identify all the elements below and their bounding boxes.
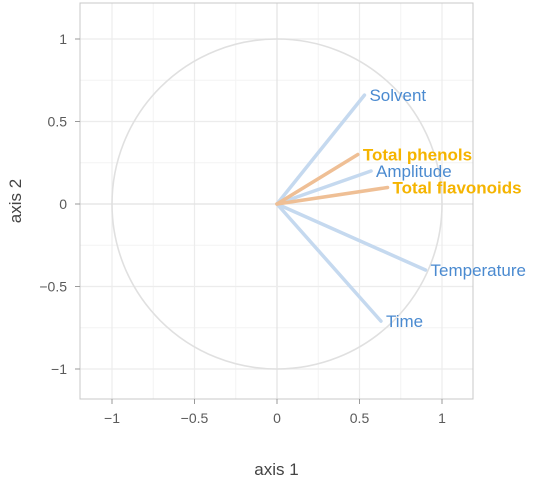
arrow-amplitude bbox=[275, 169, 373, 206]
arrow-total-phenols bbox=[275, 152, 360, 206]
y-tick-label: 1 bbox=[59, 31, 67, 47]
y-tick-label: −0.5 bbox=[39, 279, 67, 295]
y-tick-label: 0.5 bbox=[48, 114, 68, 130]
label-time: Time bbox=[386, 312, 423, 331]
label-amplitude: Amplitude bbox=[376, 162, 452, 181]
unit-circle bbox=[111, 38, 443, 370]
variable-arrows bbox=[275, 93, 428, 323]
arrow-solvent bbox=[275, 93, 367, 206]
label-solvent: Solvent bbox=[369, 86, 426, 105]
y-tick-label: −1 bbox=[51, 361, 67, 377]
label-temperature: Temperature bbox=[431, 261, 526, 280]
variable-labels: Solvent Amplitude Temperature Time Total phe… bbox=[363, 86, 526, 331]
y-axis-title: axis 2 bbox=[6, 179, 25, 223]
x-tick-label: 0 bbox=[273, 410, 281, 426]
x-tick-label: −1 bbox=[104, 410, 120, 426]
label-total-phenols: Total phenols bbox=[363, 146, 472, 165]
label-total-flavonoids: Total flavonoids bbox=[393, 179, 522, 198]
arrow-temperature bbox=[275, 202, 428, 272]
x-axis-title: axis 1 bbox=[254, 460, 298, 479]
y-tick-label: 0 bbox=[59, 196, 67, 212]
x-tick-label: −0.5 bbox=[181, 410, 209, 426]
arrow-time bbox=[275, 202, 383, 323]
x-tick-label: 1 bbox=[438, 410, 446, 426]
x-tick-label: 0.5 bbox=[350, 410, 370, 426]
tick-labels: −1 −0.5 0 0.5 1 −1 −0.5 0 0.5 1 bbox=[39, 31, 446, 426]
arrow-total-flavonoids bbox=[275, 185, 390, 206]
